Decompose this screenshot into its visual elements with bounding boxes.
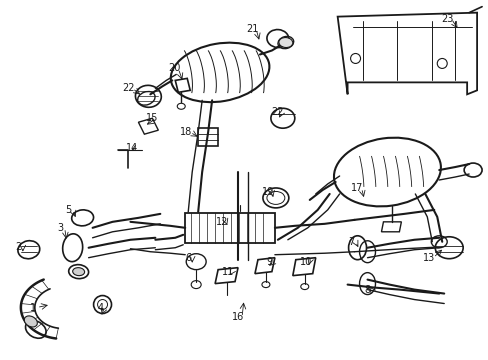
Ellipse shape <box>24 316 37 327</box>
Text: 21: 21 <box>245 24 258 33</box>
Text: 22: 22 <box>122 84 134 93</box>
Text: 10: 10 <box>299 257 311 267</box>
Text: 5: 5 <box>65 205 72 215</box>
Text: 11: 11 <box>222 267 234 276</box>
Text: 3: 3 <box>58 223 63 233</box>
Text: 2: 2 <box>16 242 22 252</box>
Text: 1: 1 <box>30 302 36 312</box>
Text: 8: 8 <box>364 284 370 294</box>
Text: 14: 14 <box>126 143 138 153</box>
Text: 23: 23 <box>440 14 452 24</box>
Text: 15: 15 <box>146 113 158 123</box>
Text: 4: 4 <box>97 302 103 312</box>
Text: 18: 18 <box>180 127 192 137</box>
Text: 12: 12 <box>216 217 228 227</box>
Text: 7: 7 <box>348 237 354 247</box>
Text: 9: 9 <box>266 257 272 267</box>
Bar <box>198 128 218 146</box>
Ellipse shape <box>278 37 292 48</box>
Text: 16: 16 <box>231 312 244 323</box>
Text: 19: 19 <box>261 187 273 197</box>
Text: 13: 13 <box>422 253 434 263</box>
Text: 20: 20 <box>168 63 180 73</box>
Ellipse shape <box>73 267 84 276</box>
Bar <box>185 213 274 243</box>
Text: 6: 6 <box>185 253 191 263</box>
Text: 17: 17 <box>351 183 363 193</box>
Text: 22: 22 <box>271 107 284 117</box>
